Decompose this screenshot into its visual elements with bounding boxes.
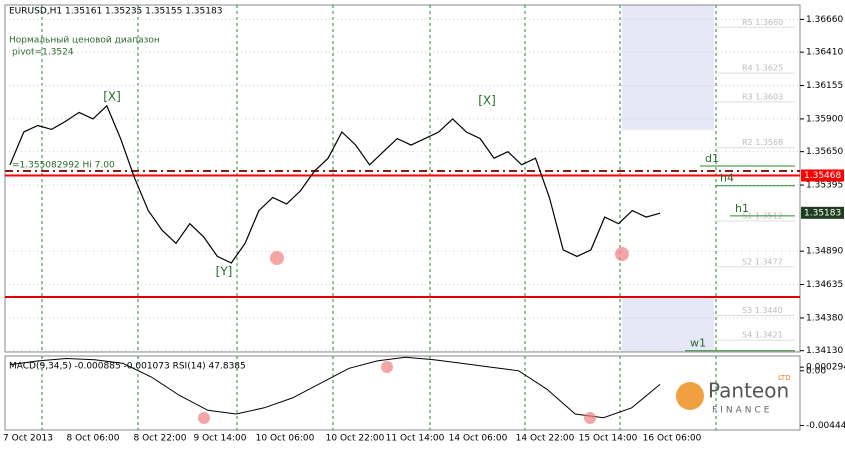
x-tick-label: 10 Oct 22:00 [326,434,385,444]
y-tick-label: 1.35395 [806,181,843,191]
macd-title: MACD(9,34,5) -0.000885 -0.001073 RSI(14)… [9,362,246,372]
macd-panel [4,355,801,431]
marker [615,247,629,261]
y-tick-label: 1.34130 [806,346,843,356]
pivot-text: pivot=1.3524 [12,48,74,58]
y-tick-label: 1.34890 [806,247,843,257]
x-tick-label: 10 Oct 06:00 [256,434,315,444]
range-label: h1 [735,202,749,215]
marker [198,412,210,424]
level-label: 1.35468 [804,171,841,181]
x-tick-label: 8 Oct 06:00 [67,434,120,444]
price-line [9,104,661,264]
wave-label: [X] [103,90,121,104]
x-tick-label: 11 Oct 14:00 [386,434,445,444]
y-tick-label: -0.004442 [806,421,845,431]
pivot-label: S3 1.3440 [742,306,783,315]
macd-line [9,356,661,419]
x-tick-label: 15 Oct 14:00 [579,434,638,444]
pivot-label: R5 1.3660 [742,18,783,27]
y-tick-label: 1.36410 [806,48,843,58]
logo-tag: LTD [778,374,791,382]
level-box [801,206,844,219]
pivot-label: S4 1.3421 [742,331,783,340]
range-label: d1 [705,152,719,165]
x-tick-label: 7 Oct 2013 [3,434,53,444]
shaded-zone [622,296,714,352]
y-tick-label: 1.36155 [806,81,843,91]
y-tick-label: 1.35650 [806,147,843,157]
logo-name: Panteon [708,379,789,403]
shaded-zone [622,5,714,130]
wave-label: [X] [478,94,496,108]
x-tick-label: 16 Oct 06:00 [643,434,702,444]
marker [584,412,596,424]
x-tick-label: 8 Oct 22:00 [134,434,187,444]
wave-label: [Y] [216,265,233,279]
range-label: h4 [720,172,734,185]
indicator-name: Нормальный ценовой диапазон [9,36,160,46]
logo: Panteon FINANCE LTD [676,374,791,416]
logo-sub: FINANCE [712,406,772,416]
level-box [801,169,844,182]
y-tick-label: 1.34380 [806,313,843,323]
pivot-label: S2 1.3477 [742,257,783,266]
x-tick-label: 14 Oct 22:00 [516,434,575,444]
marker [270,251,284,265]
main-panel [4,4,801,353]
y-tick-label: 1.34635 [806,280,843,290]
y-tick-label: 0.00 [806,366,826,376]
x-tick-label: 14 Oct 06:00 [449,434,508,444]
line-label: =1.355082992 Hi 7.00 [12,161,115,171]
y-tick-label: 1.36660 [806,15,843,25]
y-tick-label: 1.35900 [806,114,843,124]
pivot-label: R3 1.3603 [742,92,783,101]
level-label: 1.35183 [804,208,841,218]
pivot-label: R2 1.3568 [742,138,783,147]
logo-icon [676,382,704,410]
symbol-line: EURUSD,H1 1.35161 1.35235 1.35155 1.3518… [9,7,222,17]
x-tick-label: 9 Oct 14:00 [194,434,247,444]
pivot-label: R4 1.3625 [742,64,783,73]
range-label: w1 [690,337,706,350]
y-tick-label: 0.000294 [806,363,845,373]
marker [381,361,393,373]
